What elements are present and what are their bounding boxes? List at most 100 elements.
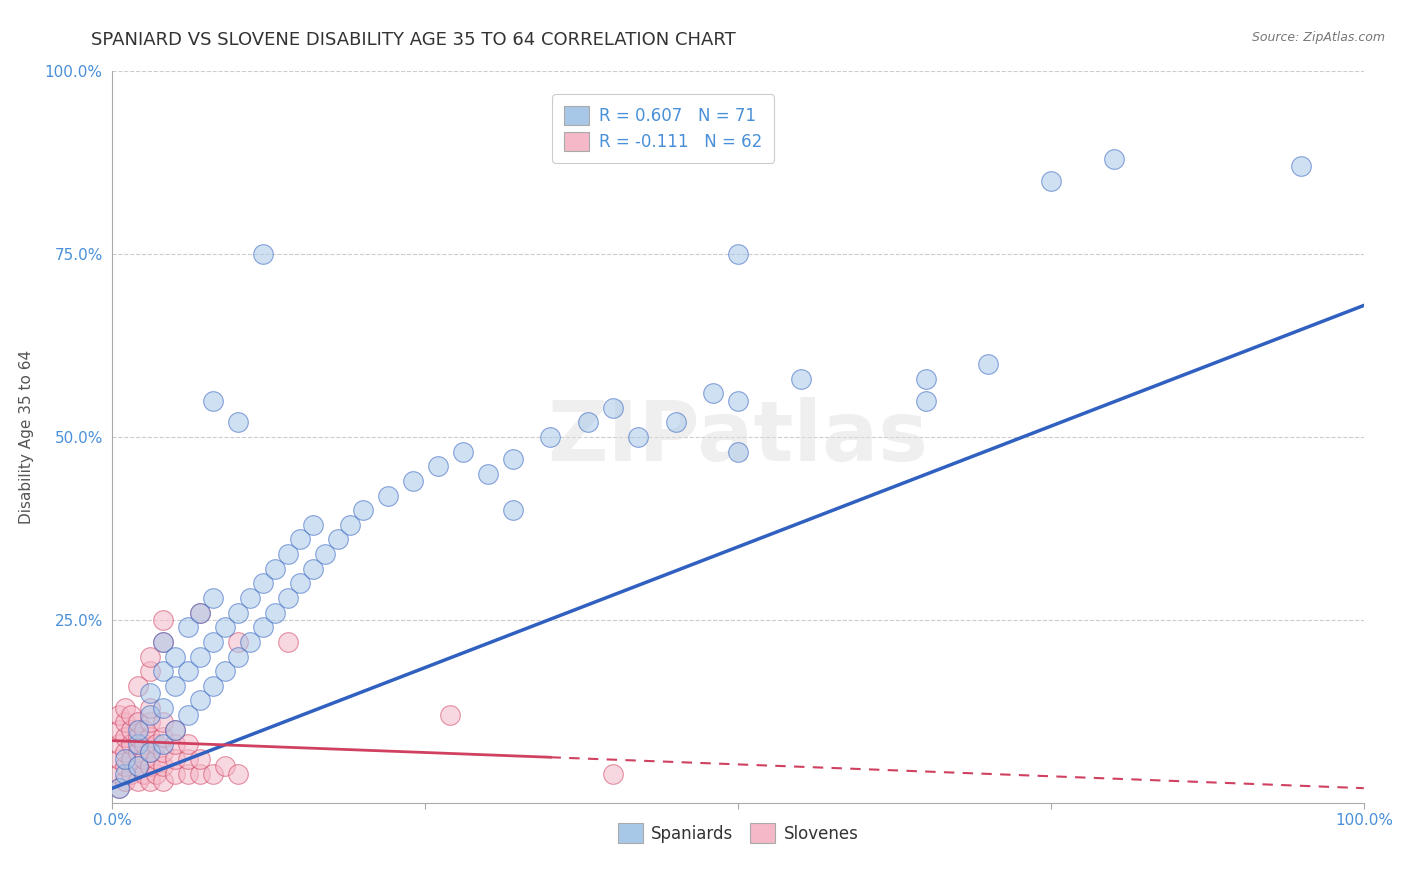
Point (163, 737, 186, 751)
Point (163, 649, 186, 664)
Point (188, 649, 211, 664)
Point (502, 452, 524, 467)
Point (152, 737, 174, 751)
Point (188, 606, 211, 620)
Point (664, 416, 686, 430)
Point (576, 416, 599, 430)
Point (252, 620, 274, 634)
Point (314, 547, 336, 561)
Point (114, 700, 136, 714)
Point (139, 700, 162, 714)
Point (727, 247, 749, 261)
Point (127, 730, 149, 744)
Point (201, 679, 224, 693)
Point (120, 752, 142, 766)
Point (107, 752, 129, 766)
Point (127, 745, 149, 759)
Point (538, 430, 561, 444)
Point (132, 766, 155, 780)
Point (127, 723, 149, 737)
Point (188, 766, 211, 780)
Point (602, 766, 624, 780)
Point (107, 781, 129, 796)
Point (163, 766, 186, 780)
Point (176, 737, 198, 751)
Y-axis label: Disability Age 35 to 64: Disability Age 35 to 64 (18, 350, 34, 524)
Point (107, 781, 129, 796)
Point (915, 371, 938, 385)
Point (120, 766, 142, 780)
Text: ZIPatlas: ZIPatlas (548, 397, 928, 477)
Point (214, 620, 236, 634)
Point (451, 444, 474, 458)
Point (290, 533, 312, 547)
Point (145, 737, 167, 751)
Point (627, 430, 650, 444)
Point (145, 766, 167, 780)
Point (252, 576, 274, 591)
Point (188, 693, 211, 707)
Point (226, 635, 249, 649)
Point (163, 752, 186, 766)
Point (114, 773, 136, 788)
Point (264, 562, 287, 576)
Point (114, 752, 136, 766)
Point (120, 737, 142, 751)
Point (201, 393, 224, 408)
Point (176, 664, 198, 678)
Point (152, 715, 174, 730)
Point (152, 635, 174, 649)
Point (214, 759, 236, 773)
Text: SPANIARD VS SLOVENE DISABILITY AGE 35 TO 64 CORRELATION CHART: SPANIARD VS SLOVENE DISABILITY AGE 35 TO… (91, 31, 737, 49)
Point (426, 459, 449, 474)
Legend: Spaniards, Slovenes: Spaniards, Slovenes (612, 817, 865, 849)
Point (201, 591, 224, 605)
Point (477, 467, 499, 481)
Point (139, 649, 162, 664)
Point (290, 576, 312, 591)
Point (602, 401, 624, 415)
Point (727, 444, 749, 458)
Point (377, 489, 399, 503)
Point (139, 686, 162, 700)
Point (214, 664, 236, 678)
Point (188, 752, 211, 766)
Point (152, 613, 174, 627)
Point (301, 517, 323, 532)
Point (339, 517, 361, 532)
Point (114, 715, 136, 730)
Point (139, 745, 162, 759)
Point (277, 547, 299, 561)
Point (152, 700, 174, 714)
Point (163, 723, 186, 737)
Point (301, 562, 323, 576)
Point (163, 723, 186, 737)
Point (252, 247, 274, 261)
Point (139, 708, 162, 723)
Point (152, 773, 174, 788)
Point (352, 503, 374, 517)
Point (132, 737, 155, 751)
Point (226, 416, 249, 430)
Point (114, 759, 136, 773)
Point (264, 606, 287, 620)
Point (326, 533, 349, 547)
Point (402, 474, 425, 488)
Point (114, 766, 136, 780)
Point (114, 745, 136, 759)
Point (226, 649, 249, 664)
Point (201, 635, 224, 649)
Point (188, 606, 211, 620)
Point (977, 357, 1000, 371)
Point (145, 752, 167, 766)
Point (727, 393, 749, 408)
Point (226, 606, 249, 620)
Point (163, 679, 186, 693)
Point (127, 715, 149, 730)
Point (239, 635, 262, 649)
Point (139, 759, 162, 773)
Point (1291, 160, 1313, 174)
Point (139, 715, 162, 730)
Text: Source: ZipAtlas.com: Source: ZipAtlas.com (1251, 31, 1385, 45)
Point (107, 708, 129, 723)
